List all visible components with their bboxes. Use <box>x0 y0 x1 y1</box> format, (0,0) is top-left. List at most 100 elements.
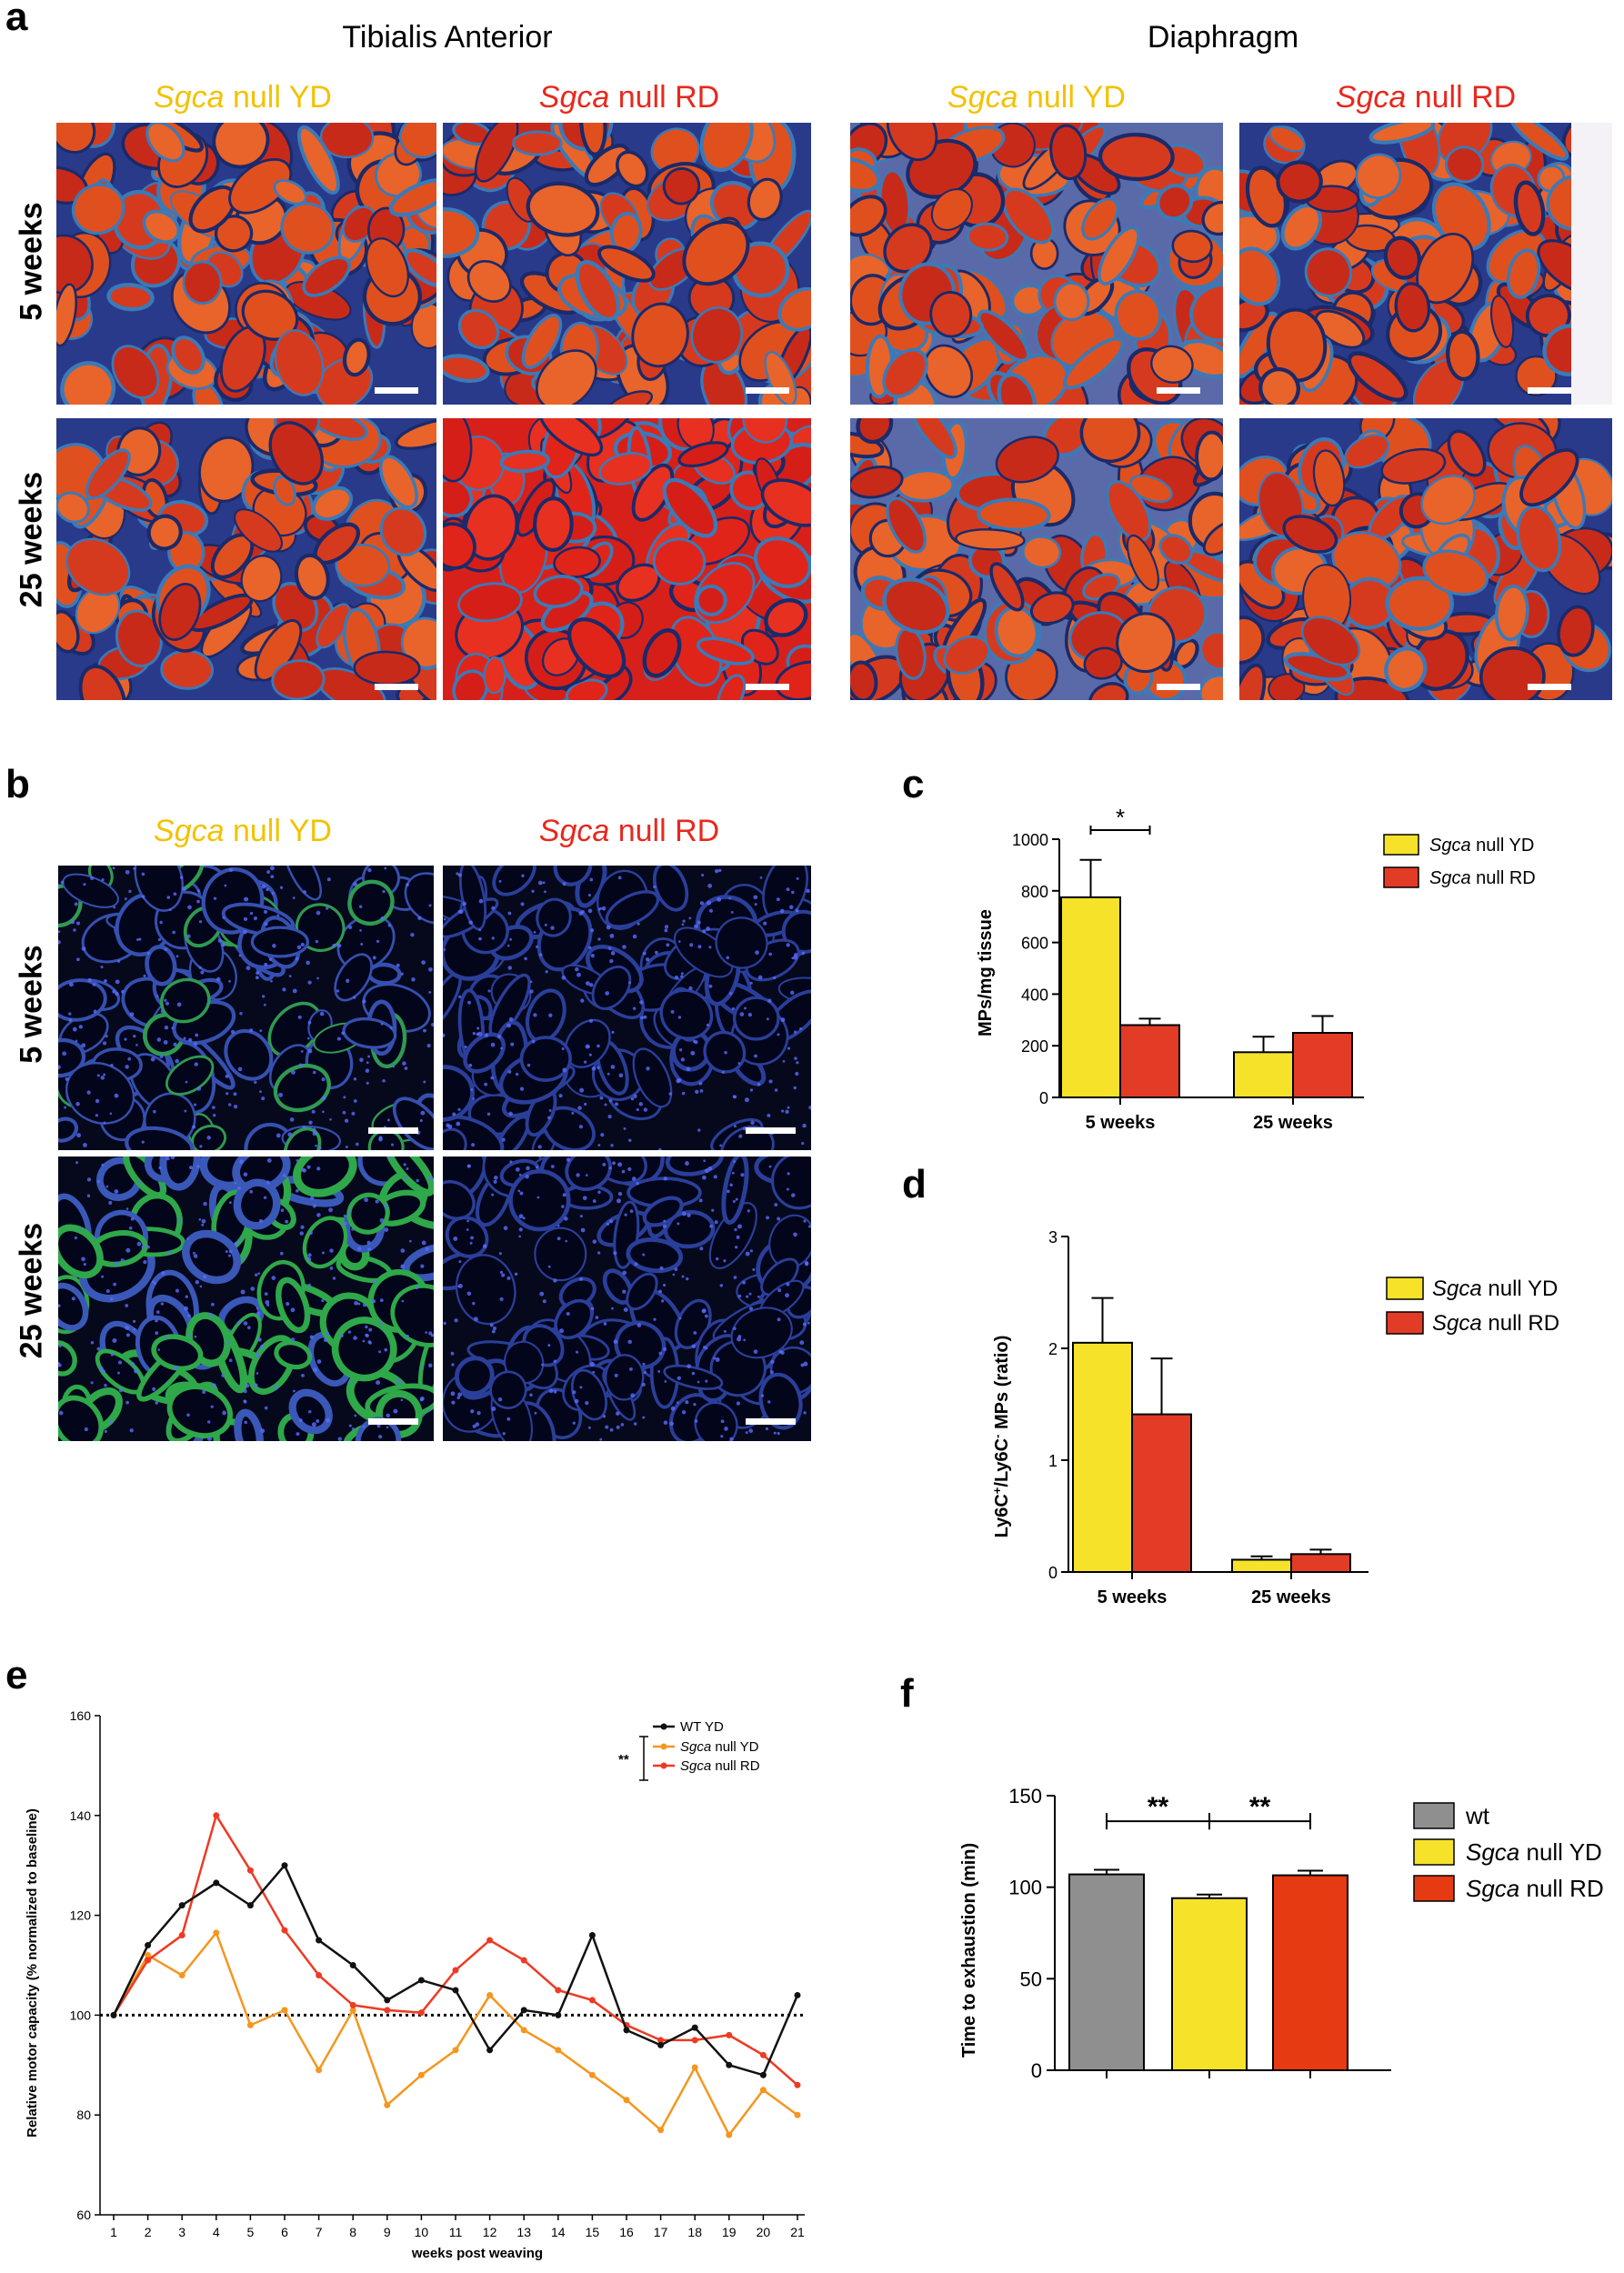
y-tick-label: 60 <box>76 2208 91 2222</box>
bar <box>1233 1051 1294 1098</box>
gene-name: Sgca <box>538 80 610 115</box>
legend-swatch-rd <box>1383 866 1419 888</box>
legend-gene: Sgca <box>1466 1875 1519 1902</box>
legend-label-yd: Sgca null YD <box>1466 1838 1602 1866</box>
legend-swatch-wt <box>1413 1802 1455 1829</box>
data-point <box>623 2097 630 2104</box>
histology-image-ta-rd-25w <box>443 418 811 700</box>
panel-letter-b: b <box>5 762 30 806</box>
data-point <box>178 1902 185 1909</box>
gene-name: Sgca <box>154 80 225 115</box>
data-point <box>623 2027 630 2034</box>
bar <box>1119 1024 1180 1098</box>
scale-bar <box>375 387 418 394</box>
histology-image-dia-yd-25w <box>850 418 1223 700</box>
x-tick-label: 9 <box>384 2225 391 2239</box>
ratio-bar-chart: Ly6C+/Ly6C- MPs (ratio) 0 1 2 3 5 weeks 25 we… <box>990 1228 1560 1607</box>
data-point <box>555 2047 562 2054</box>
legend-suffix: null RD <box>1471 868 1536 888</box>
data-point <box>145 1957 152 1964</box>
legend-gene: Sgca <box>680 1758 711 1774</box>
x-tick-label: 16 <box>619 2225 634 2239</box>
y-tick-label: 800 <box>1021 883 1048 901</box>
bar <box>1068 1873 1145 2071</box>
x-tick-label: 2 <box>145 2225 152 2239</box>
gene-name: Sgca <box>154 814 225 848</box>
gene-name: Sgca <box>947 80 1018 115</box>
y-tick-label: 140 <box>70 1808 92 1823</box>
x-tick-label: 18 <box>687 2225 702 2239</box>
bar <box>1131 1413 1192 1573</box>
x-tick-label: 17 <box>654 2225 668 2239</box>
legend-swatch-rd <box>1413 1875 1455 1902</box>
legend-label-yd: Sgca null YD <box>1429 836 1534 856</box>
data-point <box>691 2024 698 2031</box>
data-point <box>384 2007 391 2014</box>
panel-letter-d: d <box>902 1162 927 1207</box>
x-tick-label: 5 weeks <box>1086 1113 1156 1133</box>
y-tick-label: 80 <box>76 2108 91 2122</box>
legend-suffix: null RD <box>1519 1875 1603 1902</box>
data-point <box>178 1932 185 1939</box>
panel-letter-e: e <box>5 1653 28 1697</box>
series-line <box>112 1812 798 2087</box>
genotype-suffix: null YD <box>1018 80 1126 115</box>
data-point <box>794 2081 801 2088</box>
bar <box>1272 1874 1348 2071</box>
y-axis-label: MPs/mg tissue <box>976 909 996 1036</box>
scale-bar <box>746 1418 796 1425</box>
data-point <box>555 1987 562 1994</box>
histology-image-ta-yd-5w <box>56 123 436 405</box>
legend-swatch-yd <box>1383 834 1419 856</box>
significance-bracket <box>1208 1813 1311 1830</box>
y-tick-label: 200 <box>1021 1037 1048 1056</box>
legend-label-wt: WT YD <box>680 1719 724 1735</box>
data-point <box>145 1952 152 1959</box>
legend-suffix: null YD <box>1519 1838 1602 1866</box>
legend-suffix: null RD <box>1482 1311 1559 1336</box>
significance-label: * <box>1116 809 1125 831</box>
legend-gene: Sgca <box>1432 1277 1482 1301</box>
legend-swatch-yd <box>1386 1277 1424 1300</box>
x-tick-label: 15 <box>586 2225 600 2239</box>
legend-label-rd: Sgca null RD <box>1432 1311 1559 1336</box>
legend-label-rd: Sgca null RD <box>1466 1875 1604 1902</box>
data-point <box>316 2067 323 2074</box>
data-point <box>417 2071 425 2078</box>
x-tick-label: 3 <box>178 2225 185 2239</box>
legend-swatch-yd <box>1413 1838 1455 1866</box>
legend: Sgca null YD Sgca null RD <box>1386 1277 1559 1336</box>
data-point <box>486 1991 494 1998</box>
y-axis-label: Ly6C+/Ly6C- MPs (ratio) <box>990 1336 1013 1538</box>
data-point <box>726 2061 733 2068</box>
genotype-suffix: null YD <box>224 814 332 848</box>
row-label-25-weeks: 25 weeks <box>14 1222 49 1359</box>
y-tick-label: 100 <box>1008 1877 1042 1899</box>
data-point <box>520 2007 527 2014</box>
bar <box>1171 1897 1248 2071</box>
histology-image-dia-yd-5w <box>850 123 1223 405</box>
data-point <box>794 1991 801 1998</box>
y-tick-label: 50 <box>1020 1968 1042 1990</box>
bar <box>1060 896 1121 1099</box>
x-tick-label: 5 weeks <box>1098 1587 1168 1607</box>
data-point <box>452 1967 459 1974</box>
data-point <box>657 2037 665 2044</box>
x-tick-label: 21 <box>790 2225 805 2239</box>
y-tick-label: 0 <box>1031 2059 1042 2082</box>
data-point <box>417 2009 425 2017</box>
data-point <box>213 1929 220 1937</box>
y-tick-label: 400 <box>1021 986 1048 1004</box>
genotype-suffix: null RD <box>609 80 720 115</box>
data-point <box>691 2064 698 2071</box>
data-point <box>555 2011 562 2018</box>
x-tick-label: 25 weeks <box>1251 1587 1331 1607</box>
histology-image-ta-yd-25w <box>56 418 436 700</box>
y-axis-label: Relative motor capacity (% normalized to… <box>25 1808 40 2138</box>
y-tick-label: 160 <box>70 1708 92 1723</box>
row-label-5-weeks: 5 weeks <box>14 945 49 1064</box>
legend-gene: Sgca <box>1429 836 1471 856</box>
data-point <box>452 1987 459 1994</box>
series-line <box>112 1930 798 2138</box>
data-point <box>588 1997 596 2004</box>
